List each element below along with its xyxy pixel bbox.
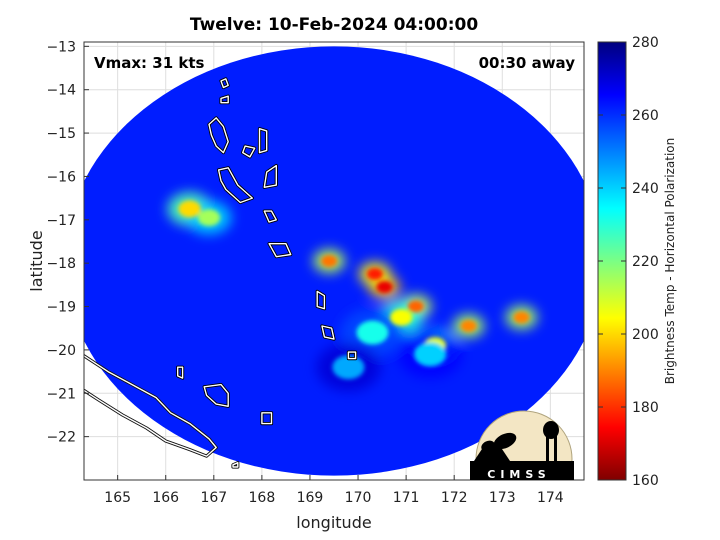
logo-building <box>470 461 574 480</box>
logo-tower-leg <box>554 436 557 461</box>
colorbar-tick-label: 260 <box>632 108 659 124</box>
coastline <box>321 325 335 340</box>
colorbar-tick-label: 280 <box>632 35 659 51</box>
colorbar-tick-label: 160 <box>632 473 659 489</box>
coastline <box>220 78 229 89</box>
x-tick-label: 169 <box>297 490 324 506</box>
feature-core <box>178 200 201 218</box>
colorbar-ticks: 280 260 240 220 200 180 160 <box>598 35 659 489</box>
feature-core <box>460 320 477 333</box>
y-tick-label: −22 <box>46 430 76 446</box>
colorbar-tick-label: 240 <box>632 181 659 197</box>
x-tick-label: 170 <box>345 490 372 506</box>
coastline <box>84 354 217 457</box>
feature-core <box>407 300 424 313</box>
x-tick-label: 172 <box>441 490 468 506</box>
coastline <box>217 167 254 204</box>
feature-core <box>376 281 393 294</box>
x-tick-label: 165 <box>104 490 131 506</box>
coastline <box>263 164 277 189</box>
coastline <box>232 462 239 468</box>
feature-core <box>197 209 221 227</box>
coastline <box>268 242 292 258</box>
colorbar-tick-label: 220 <box>632 254 659 270</box>
logo-text: CIMSS <box>487 468 550 481</box>
x-tick-label: 166 <box>152 490 179 506</box>
feature-core <box>366 268 383 281</box>
y-tick-label: −21 <box>46 386 76 402</box>
feature-core <box>414 342 447 367</box>
feature-core <box>356 320 389 345</box>
y-tick-label: −16 <box>46 169 76 185</box>
axes-frame <box>83 41 585 481</box>
core-features <box>178 200 530 380</box>
coastline <box>220 95 229 104</box>
cimss-logo: CIMSS <box>470 410 574 481</box>
x-tick-label: 173 <box>489 490 516 506</box>
x-tick-label: 168 <box>249 490 276 506</box>
coastline <box>258 127 268 154</box>
logo-dish-icon <box>493 432 517 450</box>
x-ticks: 165 166 167 168 169 170 171 172 173 174 <box>104 475 564 506</box>
y-tick-label: −18 <box>46 256 76 272</box>
x-tick-label: 174 <box>537 490 564 506</box>
coastline <box>208 117 229 154</box>
coastline <box>176 366 184 379</box>
coastlines <box>84 77 358 469</box>
y-tick-label: −15 <box>46 126 76 142</box>
swath <box>84 46 584 476</box>
colorbar-label: Brightness Temp - Horizontal Polarizatio… <box>663 138 677 385</box>
chart-title: Twelve: 10-Feb-2024 04:00:00 <box>190 15 478 35</box>
y-axis-label: latitude <box>27 230 46 291</box>
x-axis-label: longitude <box>296 513 371 532</box>
y-tick-label: −14 <box>46 83 76 99</box>
y-tick-label: −17 <box>46 213 76 229</box>
coastline <box>203 383 229 407</box>
logo-small-dish-icon <box>481 440 495 452</box>
coastline <box>261 412 273 425</box>
x-tick-label: 167 <box>200 490 227 506</box>
feature-core <box>332 355 365 380</box>
vmax-annotation: Vmax: 31 kts <box>94 54 204 72</box>
y-tick-label: −13 <box>46 39 76 55</box>
x-tick-label: 171 <box>393 490 420 506</box>
colorbar-tick-label: 200 <box>632 327 659 343</box>
y-tick-label: −19 <box>46 300 76 316</box>
logo-water-tower-icon <box>543 421 559 439</box>
y-tick-label: −20 <box>46 343 76 359</box>
coastline <box>316 290 326 310</box>
coastline <box>347 351 357 360</box>
feature-core <box>390 308 413 326</box>
y-ticks: −13 −14 −15 −16 −17 −18 −19 −20 −21 −22 <box>46 39 89 446</box>
time-away-annotation: 00:30 away <box>479 54 576 72</box>
logo-tower-leg <box>546 436 549 461</box>
feature-core <box>321 255 338 267</box>
feature-core <box>513 311 530 324</box>
colorbar-tick-label: 180 <box>632 400 659 416</box>
coastline <box>263 210 277 223</box>
coastline <box>241 145 256 158</box>
